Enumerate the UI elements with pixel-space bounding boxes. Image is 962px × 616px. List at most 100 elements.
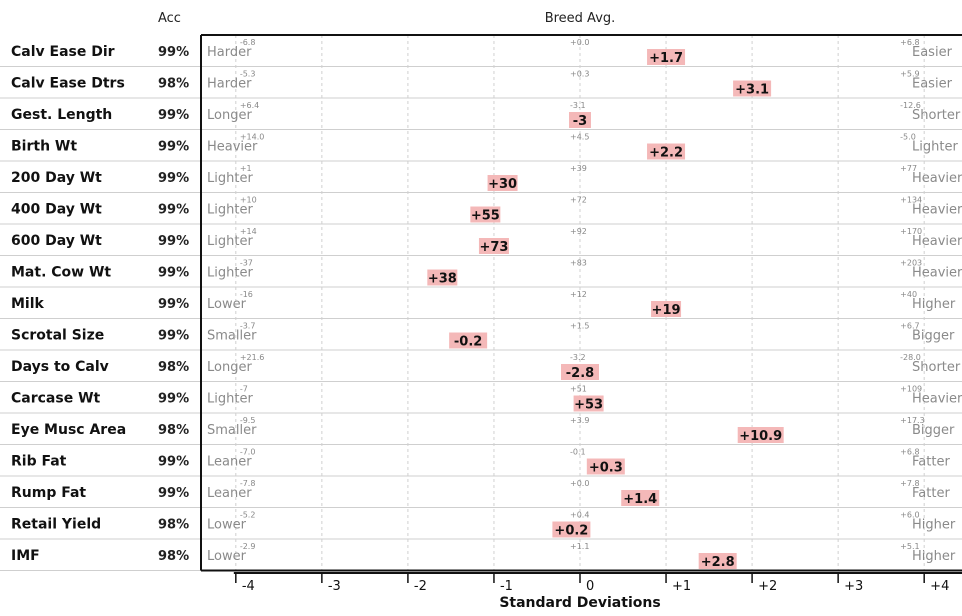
x-tick-label: +3	[844, 579, 863, 594]
trait-high-label: Heavier	[912, 265, 962, 280]
ebv-value: +30	[488, 177, 517, 192]
scale-mid: +12	[570, 290, 587, 299]
trait-low-label: Smaller	[207, 328, 257, 343]
scale-max: +6.8	[900, 448, 919, 457]
scale-min: -9.5	[240, 416, 256, 425]
trait-name: Mat. Cow Wt	[11, 264, 111, 280]
ebv-value: +19	[652, 303, 681, 318]
scale-min: -5.2	[240, 511, 256, 520]
trait-name: Scrotal Size	[11, 327, 104, 343]
ebv-label-bg	[573, 395, 604, 412]
ebv-value: -2.8	[566, 366, 594, 381]
scale-min: +1	[240, 164, 252, 173]
trait-name: Carcase Wt	[11, 390, 101, 406]
trait-accuracy: 99%	[158, 45, 189, 60]
scale-max: +6.0	[900, 511, 919, 520]
ebv-value: +2.2	[649, 146, 683, 161]
ebv-value: +0.2	[554, 524, 588, 539]
trait-high-label: Bigger	[912, 423, 955, 438]
trait-low-label: Harder	[207, 76, 252, 91]
scale-min: -7.8	[240, 479, 256, 488]
trait-high-label: Bigger	[912, 328, 955, 343]
ebv-label-bg	[647, 143, 686, 160]
scale-max: +7.8	[900, 479, 919, 488]
scale-mid: +92	[570, 227, 587, 236]
ebv-label-bg	[470, 206, 501, 223]
scale-mid: +4.5	[570, 133, 589, 142]
trait-high-label: Fatter	[912, 454, 950, 469]
trait-name: Days to Calv	[11, 359, 109, 375]
scale-max: +6.7	[900, 322, 919, 331]
scale-mid: +0.4	[570, 511, 589, 520]
ebv-value: +2.8	[701, 555, 735, 570]
trait-high-label: Easier	[912, 76, 953, 91]
scale-max: -12.6	[900, 101, 921, 110]
scale-min: +21.6	[240, 353, 265, 362]
trait-name: 200 Day Wt	[11, 170, 102, 186]
trait-name: Eye Musc Area	[11, 422, 126, 438]
scale-min: -7.0	[240, 448, 256, 457]
scale-max: +134	[900, 196, 922, 205]
scale-max: +40	[900, 290, 917, 299]
x-tick-label: -3	[328, 579, 341, 594]
trait-accuracy: 98%	[158, 517, 189, 532]
ebv-value: +73	[479, 240, 508, 255]
ebv-value: +10.9	[739, 429, 782, 444]
ebv-value: +55	[471, 209, 500, 224]
trait-low-label: Leaner	[207, 486, 252, 501]
ebv-value: +1.4	[623, 492, 657, 507]
ebv-label-bg	[478, 238, 509, 254]
trait-accuracy: 99%	[158, 202, 189, 217]
trait-accuracy: 99%	[158, 139, 189, 154]
scale-mid: -0.1	[570, 448, 586, 457]
scale-min: -5.3	[240, 70, 256, 79]
trait-high-label: Shorter	[912, 108, 961, 123]
trait-low-label: Longer	[207, 360, 252, 375]
scale-min: -2.9	[240, 542, 256, 551]
ebv-value: +38	[428, 272, 457, 287]
trait-accuracy: 99%	[158, 454, 189, 469]
x-tick-label: 0	[586, 579, 594, 594]
ebv-label-bg	[561, 364, 599, 380]
ebv-value: +3.1	[735, 83, 769, 98]
x-tick-label: +1	[672, 579, 691, 594]
trait-name: Birth Wt	[11, 138, 77, 154]
trait-accuracy: 98%	[158, 360, 189, 375]
x-tick-label: -1	[500, 579, 513, 594]
scale-max: +5.9	[900, 70, 919, 79]
trait-name: Milk	[11, 296, 45, 312]
ebv-label-bg	[487, 175, 518, 191]
scale-max: -28.0	[900, 353, 921, 362]
scale-mid: +0.0	[570, 38, 589, 47]
trait-low-label: Lower	[207, 549, 247, 564]
trait-low-label: Harder	[207, 45, 252, 60]
scale-max: +170	[900, 227, 922, 236]
trait-high-label: Lighter	[912, 139, 958, 154]
trait-name: IMF	[11, 548, 40, 564]
scale-mid: +72	[570, 196, 587, 205]
scale-min: +6.4	[240, 101, 259, 110]
trait-low-label: Longer	[207, 108, 252, 123]
scale-min: +10	[240, 196, 257, 205]
trait-name: Calv Ease Dtrs	[11, 75, 125, 91]
trait-accuracy: 99%	[158, 108, 189, 123]
ebv-label-bg	[737, 427, 784, 443]
trait-low-label: Smaller	[207, 423, 257, 438]
trait-high-label: Heavier	[912, 391, 962, 406]
scale-min: +14	[240, 227, 257, 236]
ebv-label-bg	[698, 553, 737, 569]
trait-low-label: Heavier	[207, 139, 258, 154]
trait-accuracy: 99%	[158, 234, 189, 249]
ebv-value: +0.3	[589, 461, 623, 476]
ebv-label-bg	[733, 80, 772, 97]
trait-high-label: Heavier	[912, 234, 962, 249]
scale-mid: +83	[570, 259, 587, 268]
scale-max: +5.1	[900, 542, 919, 551]
scale-mid: +0.0	[570, 479, 589, 488]
ebv-label-bg	[427, 269, 458, 286]
trait-accuracy: 99%	[158, 265, 189, 280]
scale-max: +17.3	[900, 416, 925, 425]
trait-high-label: Higher	[912, 549, 956, 564]
